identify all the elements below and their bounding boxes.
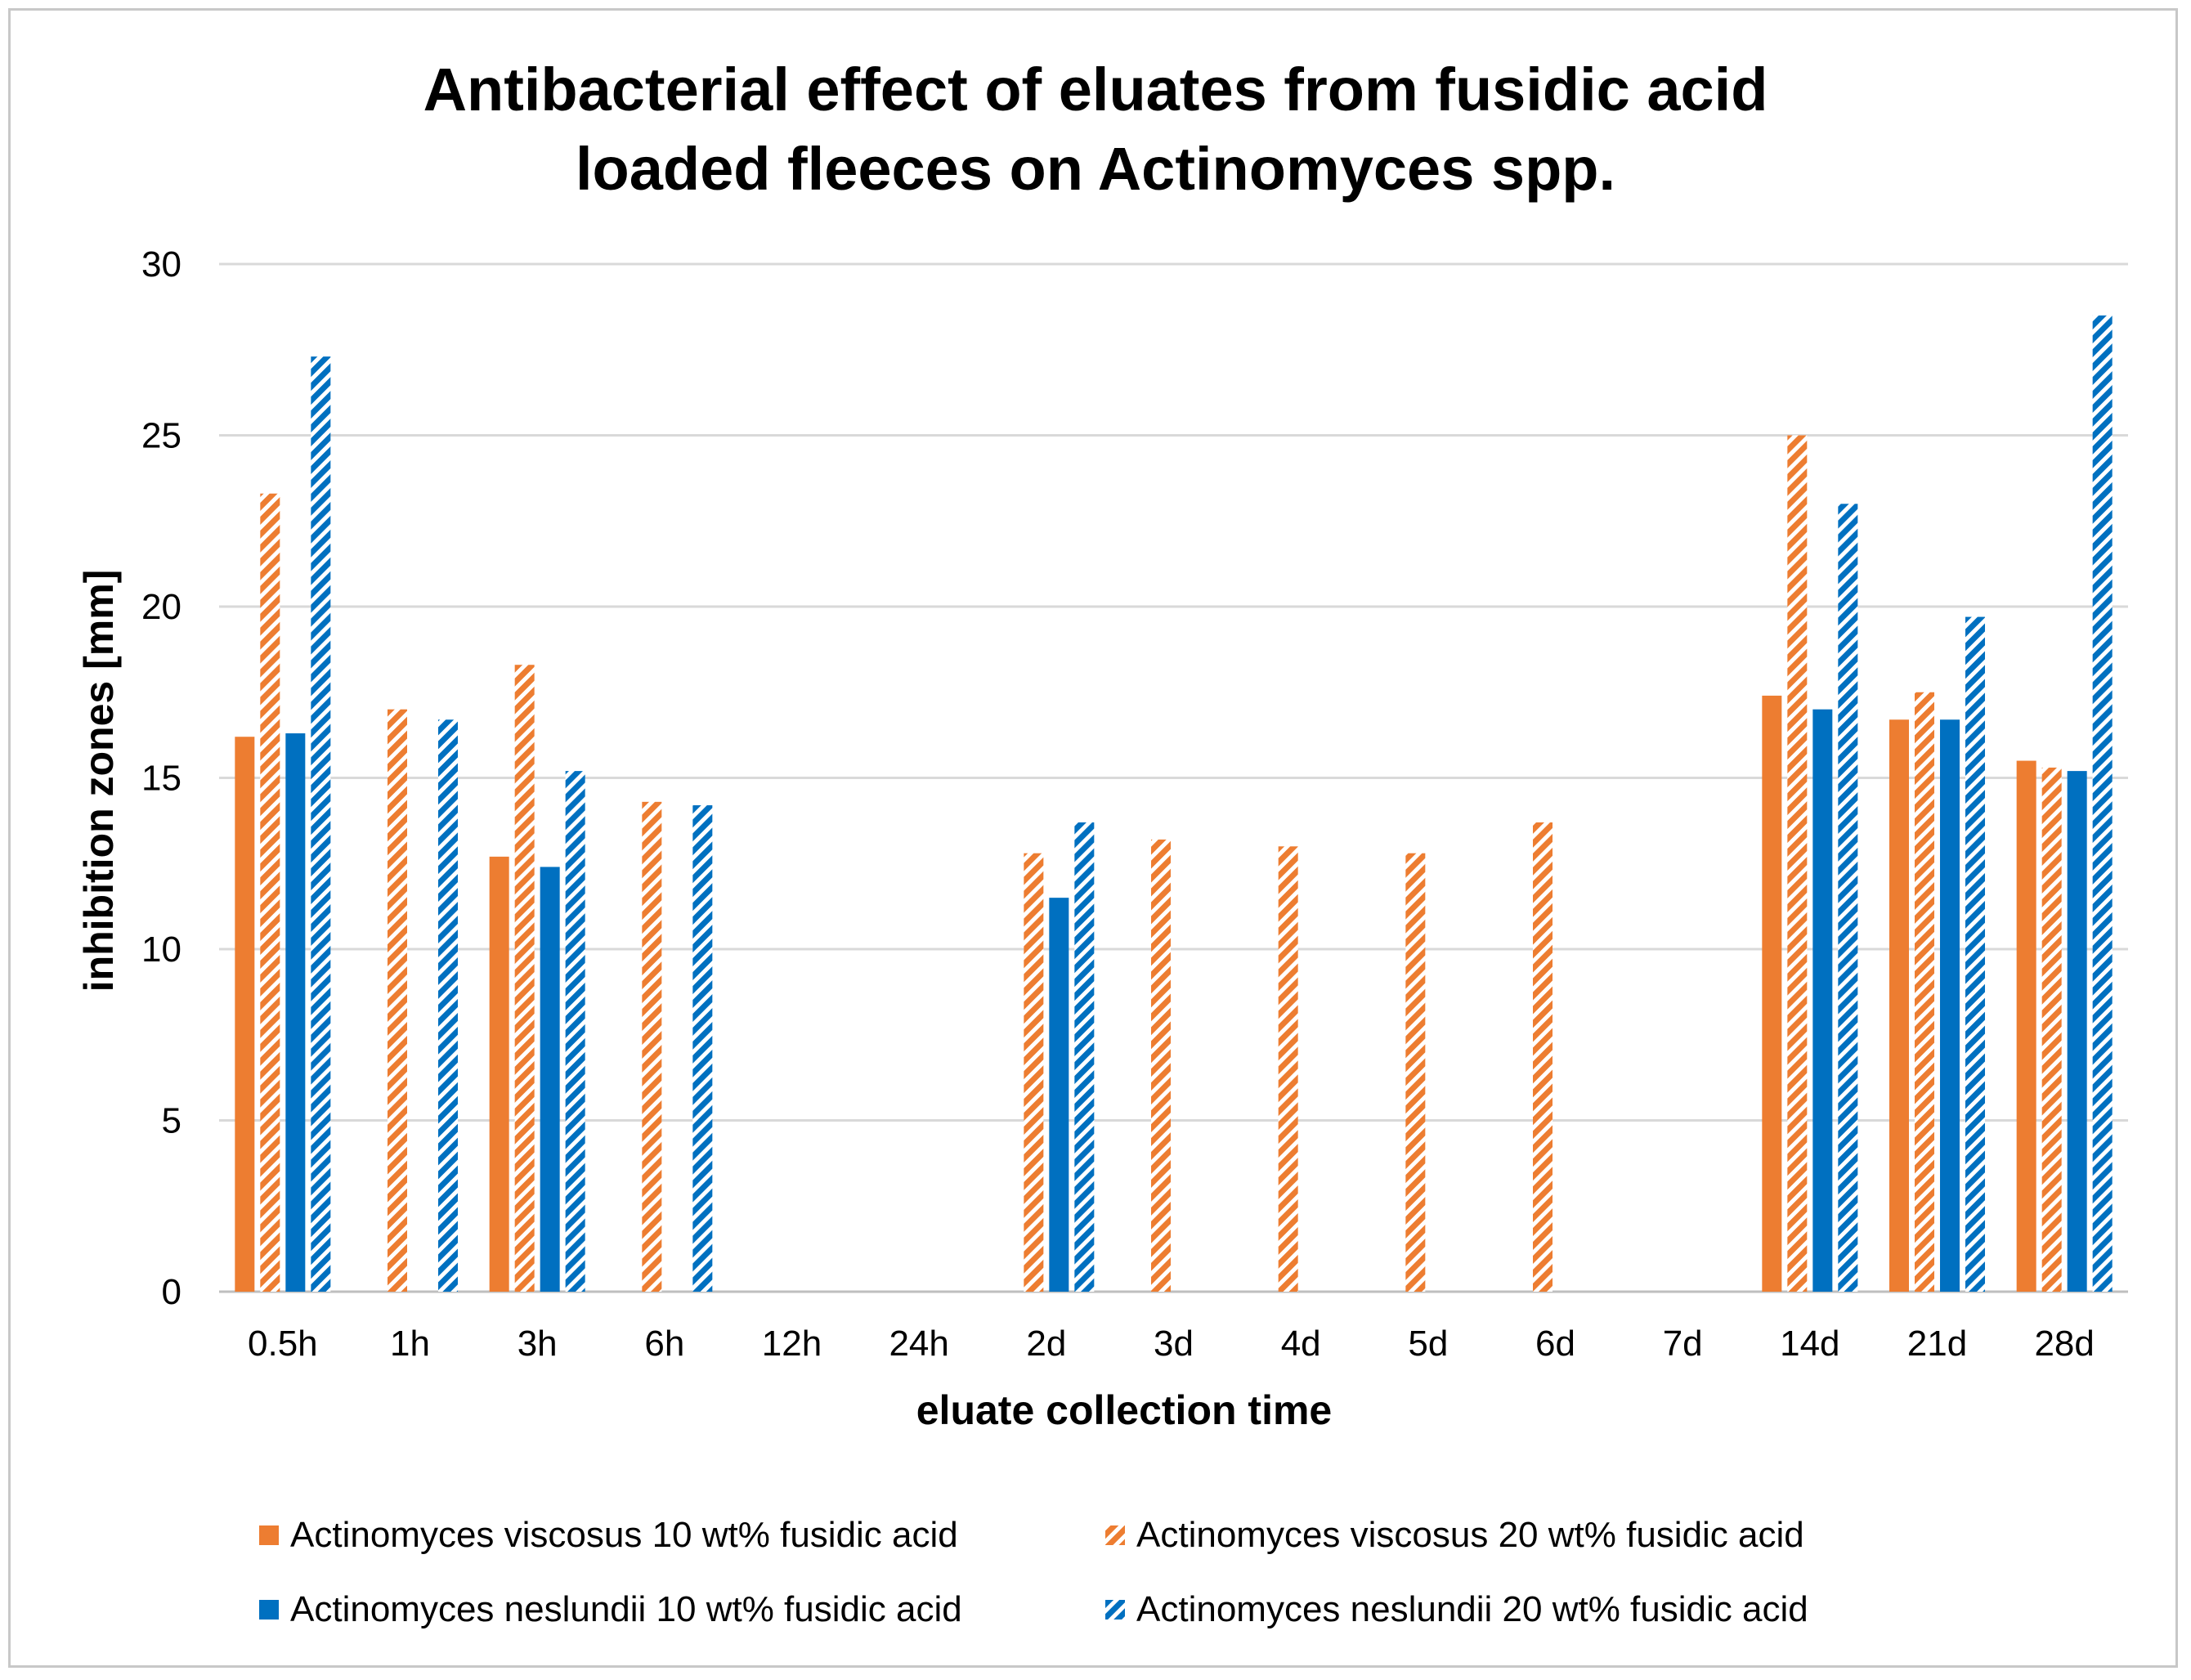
bar <box>2041 767 2062 1292</box>
bar <box>489 856 509 1292</box>
bar <box>1812 709 1833 1292</box>
y-tick-label: 25 <box>141 416 181 456</box>
bar <box>1278 846 1298 1292</box>
bar <box>1405 853 1426 1292</box>
y-tick-label: 10 <box>141 930 181 970</box>
x-axis-title: eluate collection time <box>916 1387 1332 1433</box>
legend: Actinomyces viscosus 10 wt% fusidic acid… <box>259 1515 1808 1629</box>
y-tick-label: 30 <box>141 244 181 284</box>
bar <box>1049 898 1069 1292</box>
bar <box>311 356 331 1292</box>
bar <box>1889 719 1909 1292</box>
bar <box>2092 315 2113 1292</box>
x-tick-label: 4d <box>1281 1324 1321 1364</box>
y-axis-ticks: 0 5 10 15 20 25 30 <box>141 244 181 1312</box>
y-tick-label: 15 <box>141 759 181 799</box>
x-tick-label: 7d <box>1663 1324 1703 1364</box>
bar <box>514 665 535 1292</box>
bar <box>2067 771 2087 1292</box>
legend-swatch <box>259 1525 279 1545</box>
legend-label: Actinomyces viscosus 20 wt% fusidic acid <box>1136 1515 1804 1555</box>
bar <box>565 771 585 1292</box>
legend-swatch <box>1105 1600 1125 1620</box>
x-tick-label: 21d <box>1907 1324 1967 1364</box>
bar <box>1762 695 1782 1292</box>
bar <box>235 737 255 1292</box>
bar <box>388 709 407 1292</box>
y-tick-label: 5 <box>162 1101 181 1141</box>
gridlines <box>219 262 2128 1293</box>
x-tick-label: 14d <box>1780 1324 1839 1364</box>
y-tick-label: 0 <box>162 1272 181 1312</box>
legend-label: Actinomyces neslundii 20 wt% fusidic aci… <box>1136 1589 1808 1629</box>
bar <box>1915 692 1934 1292</box>
chart-title-line-2: loaded fleeces on Actinomyces spp. <box>576 135 1615 203</box>
bar <box>1787 435 1808 1292</box>
x-tick-label: 1h <box>390 1324 430 1364</box>
legend-swatch <box>259 1600 279 1620</box>
legend-label: Actinomyces neslundii 10 wt% fusidic aci… <box>290 1589 962 1629</box>
bars <box>235 315 2113 1292</box>
x-tick-label: 3d <box>1154 1324 1194 1364</box>
legend-swatch <box>1105 1525 1125 1545</box>
bar <box>1533 822 1553 1292</box>
x-tick-label: 12h <box>762 1324 822 1364</box>
x-tick-label: 24h <box>889 1324 948 1364</box>
bar <box>642 801 662 1292</box>
x-tick-label: 3h <box>518 1324 558 1364</box>
x-axis-ticks: 0.5h 1h 3h 6h 12h 24h 2d 3d 4d 5d 6d 7d 14d 21d 28d <box>248 1324 2095 1364</box>
bar <box>1965 616 1985 1292</box>
bar <box>438 719 458 1292</box>
x-tick-label: 6d <box>1535 1324 1575 1364</box>
x-tick-label: 2d <box>1026 1324 1066 1364</box>
chart-title-line-1: Antibacterial effect of eluates from fus… <box>423 56 1768 123</box>
y-tick-label: 20 <box>141 587 181 627</box>
bar <box>1940 719 1960 1292</box>
bar <box>1074 822 1095 1292</box>
x-tick-label: 0.5h <box>248 1324 318 1364</box>
x-tick-label: 28d <box>2034 1324 2094 1364</box>
bar <box>1024 853 1044 1292</box>
bar <box>2016 760 2036 1292</box>
x-tick-label: 5d <box>1408 1324 1448 1364</box>
bar <box>260 493 280 1292</box>
y-axis-title: inhibition zones [mm] <box>76 570 122 992</box>
bar <box>1838 504 1858 1292</box>
bar <box>692 805 713 1292</box>
x-tick-label: 6h <box>644 1324 684 1364</box>
legend-label: Actinomyces viscosus 10 wt% fusidic acid <box>290 1515 958 1555</box>
bar <box>1151 839 1171 1292</box>
bar <box>540 867 560 1292</box>
bar <box>285 733 306 1292</box>
